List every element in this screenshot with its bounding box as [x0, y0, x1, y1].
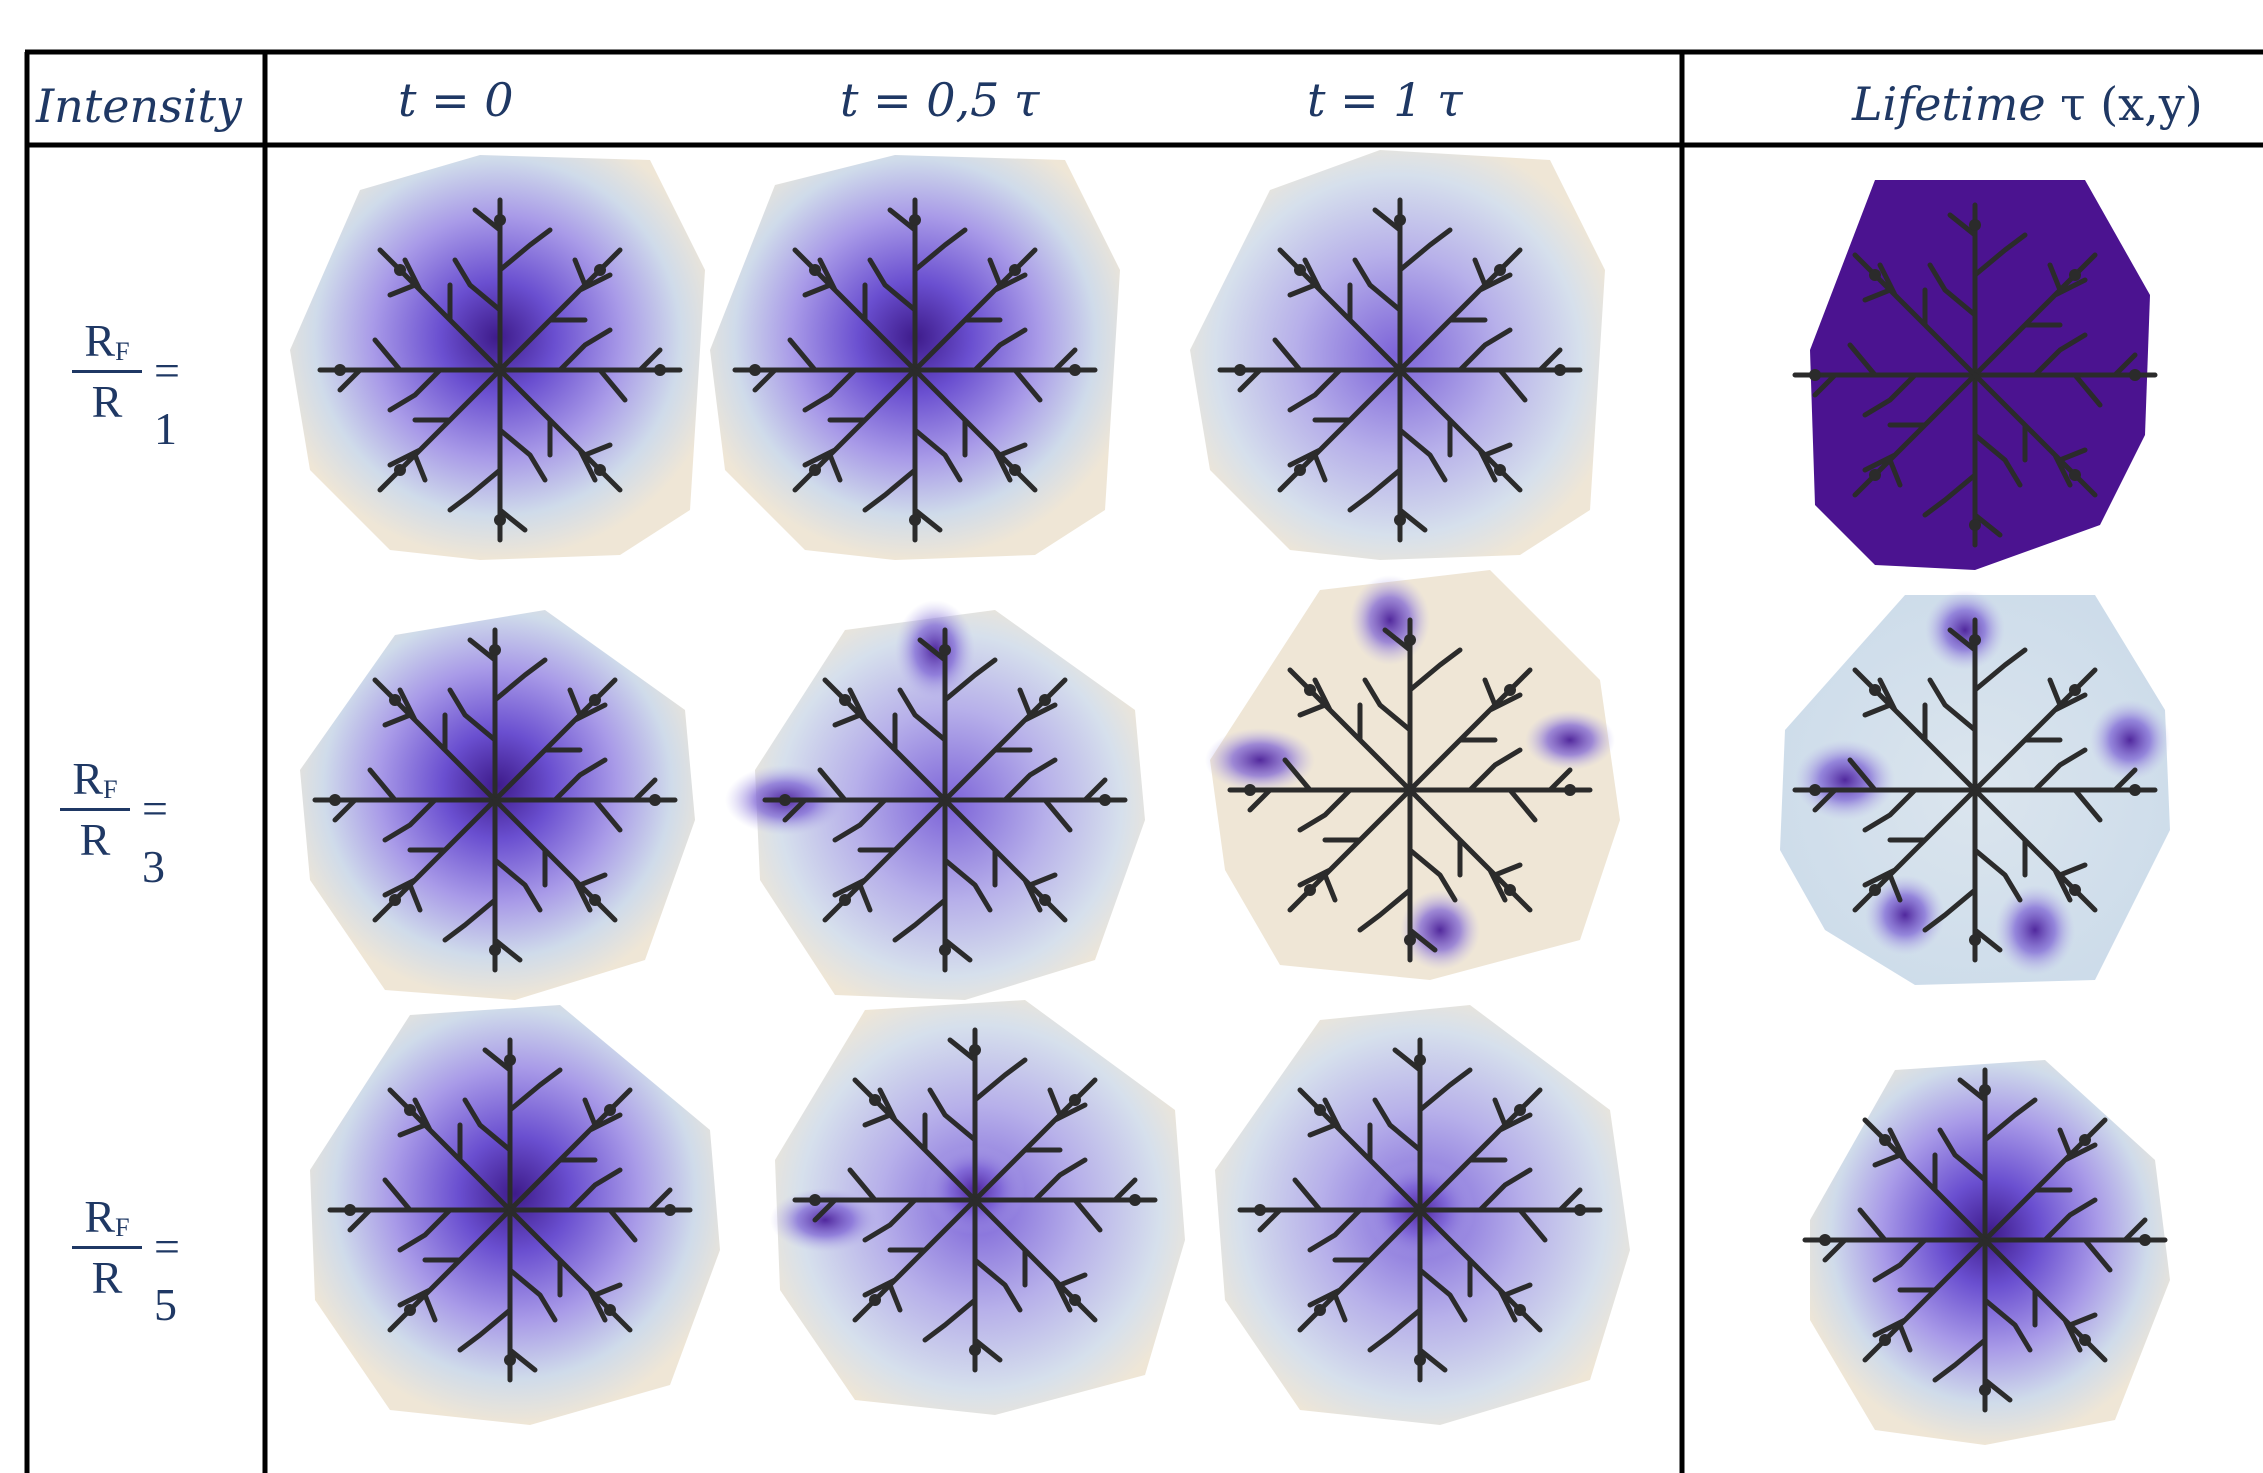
panel-r1-lifetime: [1795, 180, 2155, 570]
ratio-numerator: RF: [72, 312, 142, 373]
table-grid: [24, 49, 2263, 1473]
header-t1: t = 1 τ: [1307, 73, 1463, 127]
header-t05: t = 0,5 τ: [840, 73, 1040, 127]
panel-r2-t0: [300, 610, 695, 1000]
ratio-value: = 5: [154, 1221, 180, 1330]
panel-r3-t1: [1215, 1005, 1630, 1425]
panel-r3-t0: [310, 1005, 720, 1425]
ratio-denominator: R: [91, 376, 123, 427]
panel-r2-lifetime: [1780, 590, 2170, 985]
panel-r1-t05: [710, 155, 1120, 560]
panel-r3-lifetime: [1805, 1060, 2170, 1445]
header-lifetime: Lifetime τ (x,y): [1852, 76, 2203, 132]
panel-r1-t1: [1190, 150, 1605, 560]
panel-r1-t0: [290, 155, 705, 560]
header-lifetime-rest: τ (x,y): [2045, 77, 2203, 131]
ratio-numerator: RF: [60, 750, 130, 811]
ratio-denominator: R: [91, 1252, 123, 1303]
header-t0: t = 0: [398, 73, 514, 127]
panel-r2-t1: [1205, 570, 1620, 980]
ratio-value: = 3: [142, 783, 168, 892]
panel-r3-t05: [770, 1000, 1185, 1415]
panel-r2-t05: [725, 600, 1145, 1000]
ratio-denominator: R: [79, 814, 111, 865]
ratio-numerator: RF: [72, 1188, 142, 1249]
header-intensity: Intensity: [36, 79, 242, 133]
header-lifetime-word: Lifetime: [1852, 77, 2046, 131]
ratio-value: = 1: [154, 345, 180, 454]
